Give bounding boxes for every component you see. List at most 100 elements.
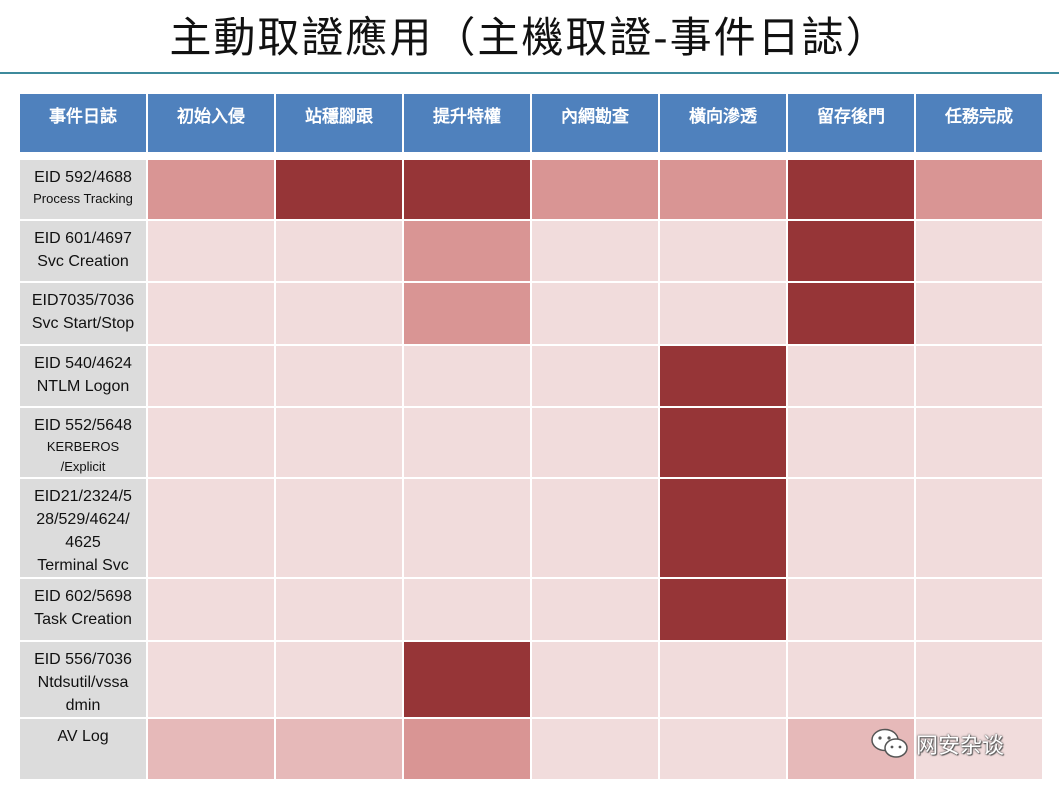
heat-cell [786, 577, 916, 642]
heat-cell [530, 219, 660, 283]
heat-cell [914, 344, 1044, 408]
row-label-line: Task Creation [34, 611, 132, 628]
column-header: 站穩腳跟 [274, 92, 404, 154]
row-label-line: /Explicit [60, 459, 106, 474]
heat-cell [274, 477, 404, 579]
heat-cell [274, 281, 404, 346]
heat-cell [402, 158, 532, 221]
row-label: EID 540/4624 NTLM Logon [18, 344, 148, 408]
heat-cell [274, 344, 404, 408]
row-label: AV Log [18, 717, 148, 781]
heat-cell [658, 219, 788, 283]
row-label-line: Process Tracking [33, 191, 133, 206]
table-row: EID 552/5648 KERBEROS/Explicit [18, 406, 1044, 479]
row-label-line: Terminal Svc [37, 557, 129, 574]
heat-cell [786, 344, 916, 408]
heat-cell [658, 406, 788, 479]
heat-cell [402, 344, 532, 408]
heat-cell [402, 640, 532, 719]
column-header: 提升特權 [402, 92, 532, 154]
row-label-line: EID 602/5698 [34, 588, 132, 605]
row-label-line: EID 601/4697 [34, 230, 132, 247]
heat-cell [658, 477, 788, 579]
column-header: 內網勘查 [530, 92, 660, 154]
table-row: EID 556/7036 Ntdsutil/vssa dmin [18, 640, 1044, 719]
table-row: EID 602/5698 Task Creation [18, 577, 1044, 642]
heat-cell [146, 219, 276, 283]
heat-cell [402, 406, 532, 479]
row-label: EID 602/5698 Task Creation [18, 577, 148, 642]
heat-cell [914, 406, 1044, 479]
heat-cell [786, 158, 916, 221]
column-header: 初始入侵 [146, 92, 276, 154]
heat-cell [274, 577, 404, 642]
heat-cell [914, 717, 1044, 781]
heat-cell [146, 640, 276, 719]
table-row: EID 540/4624 NTLM Logon [18, 344, 1044, 408]
heat-cell [530, 477, 660, 579]
table-row: EID21/2324/5 28/529/4624/4625 Terminal Svc [18, 477, 1044, 579]
heat-cell [146, 281, 276, 346]
heat-cell [914, 281, 1044, 346]
heat-cell [786, 219, 916, 283]
heat-cell [402, 281, 532, 346]
heat-cell [914, 577, 1044, 642]
wechat-icon [870, 727, 910, 761]
column-header: 橫向滲透 [658, 92, 788, 154]
heat-cell [658, 158, 788, 221]
heat-cell [530, 158, 660, 221]
column-header: 留存後門 [786, 92, 916, 154]
row-label-line: 4625 [65, 534, 101, 551]
heat-cell [402, 219, 532, 283]
heat-cell [658, 344, 788, 408]
heat-cell [146, 577, 276, 642]
table-body: EID 592/4688 Process Tracking EID 601/4697… [18, 158, 1044, 781]
heat-cell [914, 219, 1044, 283]
heat-cell [274, 406, 404, 479]
row-label-line: Svc Creation [37, 253, 129, 270]
column-header: 事件日誌 [18, 92, 148, 154]
heat-cell [402, 577, 532, 642]
heat-cell [274, 158, 404, 221]
heat-cell [146, 158, 276, 221]
heat-cell [786, 281, 916, 346]
heat-cell [658, 281, 788, 346]
row-label-line: EID21/2324/5 [34, 488, 132, 505]
title-divider [0, 72, 1059, 74]
event-log-table: 事件日誌 初始入侵 站穩腳跟 提升特權 內網勘查 橫向滲透 留存後門 任務完成 … [18, 92, 1044, 781]
row-label: EID 601/4697 Svc Creation [18, 219, 148, 283]
row-label-line: dmin [65, 697, 101, 714]
table-row: EID 592/4688 Process Tracking [18, 158, 1044, 221]
row-label-line: EID 540/4624 [34, 355, 132, 372]
heat-cell [530, 717, 660, 781]
heat-cell [402, 477, 532, 579]
table-row: EID 601/4697 Svc Creation [18, 219, 1044, 283]
heat-cell [786, 406, 916, 479]
heat-cell [146, 406, 276, 479]
row-label-line: NTLM Logon [36, 378, 130, 395]
heat-cell [530, 281, 660, 346]
row-label-line: Ntdsutil/vssa [37, 674, 129, 691]
row-label-line: 28/529/4624/ [36, 511, 130, 528]
heat-cell [146, 477, 276, 579]
heat-cell [530, 577, 660, 642]
row-label-line: EID7035/7036 [31, 292, 135, 309]
row-label: EID21/2324/5 28/529/4624/4625 Terminal Svc [18, 477, 148, 579]
heat-cell [402, 717, 532, 781]
table-row: AV Log [18, 717, 1044, 781]
heat-cell [914, 640, 1044, 719]
row-label-line: EID 556/7036 [34, 651, 132, 668]
row-label-line: EID 552/5648 [34, 417, 132, 434]
heat-cell [658, 577, 788, 642]
heat-cell [274, 717, 404, 781]
row-label-line: AV Log [57, 728, 109, 745]
row-label-line: EID 592/4688 [34, 169, 132, 186]
heat-cell [530, 640, 660, 719]
heat-cell [530, 344, 660, 408]
heat-cell [914, 158, 1044, 221]
heat-cell [914, 477, 1044, 579]
heat-cell [530, 406, 660, 479]
row-label: EID 592/4688 Process Tracking [18, 158, 148, 221]
watermark-text: 网安杂谈 [916, 734, 1005, 759]
heat-cell [786, 477, 916, 579]
